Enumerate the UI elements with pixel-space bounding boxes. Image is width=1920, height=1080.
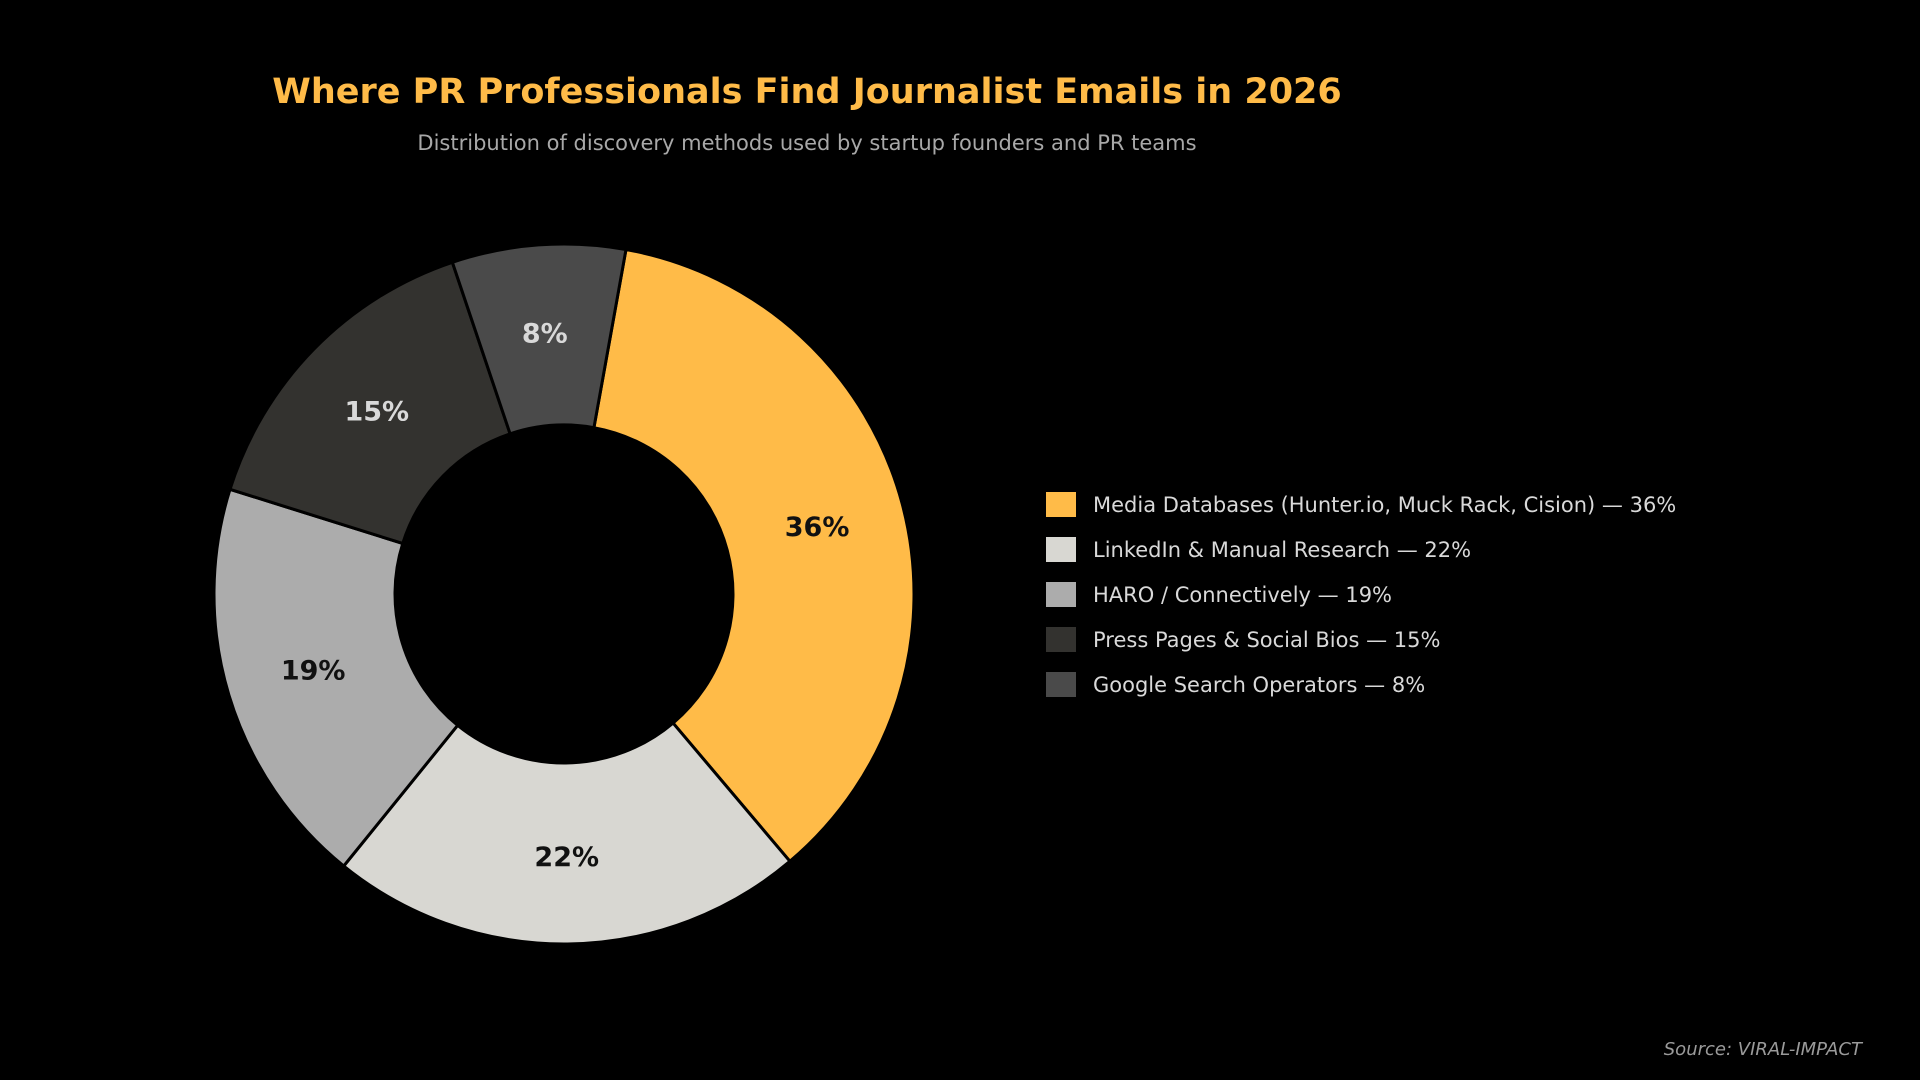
legend-label: Media Databases (Hunter.io, Muck Rack, C…: [1093, 493, 1676, 517]
legend-swatch: [1046, 492, 1076, 517]
chart-subtitle: Distribution of discovery methods used b…: [417, 131, 1196, 155]
legend-swatch: [1046, 627, 1076, 652]
legend-swatch: [1046, 672, 1076, 697]
donut-slice: [212, 487, 460, 869]
slice-labels: 36% 22% 19% 15% 8%: [281, 319, 850, 873]
legend-label: HARO / Connectively — 19%: [1093, 583, 1392, 607]
legend-label: LinkedIn & Manual Research — 22%: [1093, 538, 1471, 562]
chart-title: Where PR Professionals Find Journalist E…: [272, 72, 1342, 112]
legend-swatch: [1046, 582, 1076, 607]
legend: Media Databases (Hunter.io, Muck Rack, C…: [1046, 492, 1676, 697]
legend-label: Google Search Operators — 8%: [1093, 673, 1425, 697]
donut-slice: [592, 247, 916, 864]
slice-percent-label: 19%: [281, 656, 346, 687]
donut-slice: [341, 720, 793, 946]
legend-label: Press Pages & Social Bios — 15%: [1093, 628, 1440, 652]
donut-slice: [450, 242, 628, 436]
slice-percent-label: 8%: [522, 319, 568, 350]
slice-percent-label: 15%: [344, 397, 409, 428]
donut-slices: [212, 242, 916, 946]
legend-swatch: [1046, 537, 1076, 562]
donut-slice: [228, 260, 512, 546]
slice-percent-label: 36%: [785, 512, 850, 543]
slice-percent-label: 22%: [534, 842, 599, 873]
source-note: Source: VIRAL-IMPACT: [1664, 1039, 1864, 1060]
